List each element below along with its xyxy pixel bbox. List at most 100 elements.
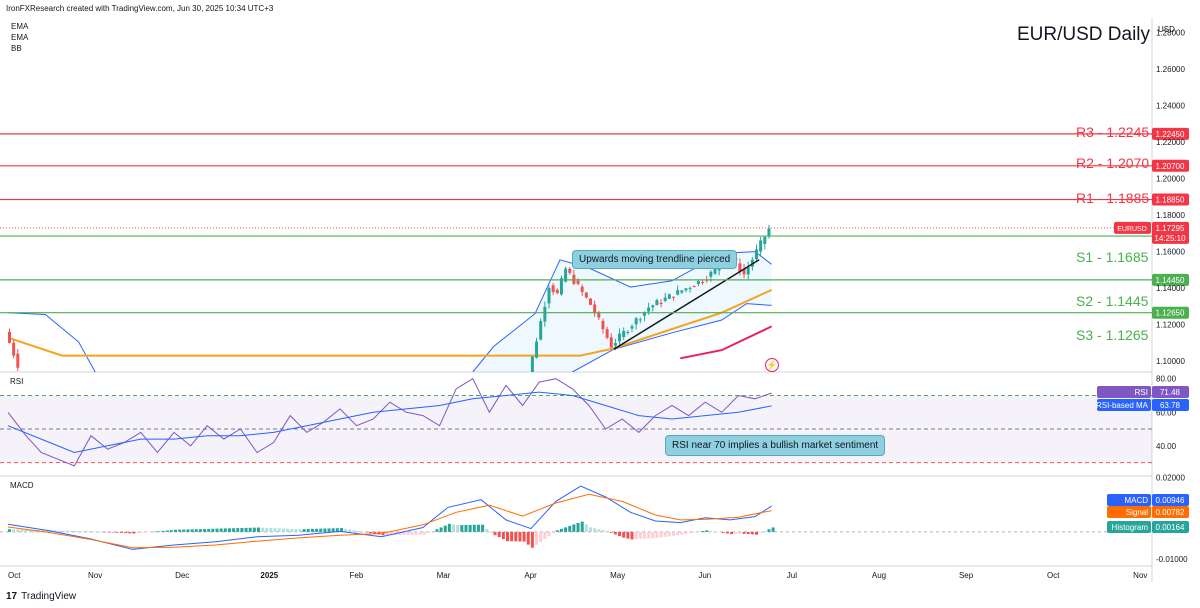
macd-histogram-bar[interactable] xyxy=(103,531,107,533)
macd-histogram-bar[interactable] xyxy=(70,530,74,532)
macd-histogram-bar[interactable] xyxy=(107,531,111,533)
macd-histogram-bar[interactable] xyxy=(398,531,402,535)
macd-histogram-bar[interactable] xyxy=(601,530,605,532)
candle-body[interactable] xyxy=(530,356,534,376)
rsi-ma-line[interactable] xyxy=(7,391,772,454)
candle-body[interactable] xyxy=(634,318,638,325)
candle-body[interactable] xyxy=(618,333,622,342)
macd-histogram-bar[interactable] xyxy=(211,528,215,532)
candle-body[interactable] xyxy=(622,330,626,338)
macd-histogram-bar[interactable] xyxy=(696,531,700,533)
macd-histogram-bar[interactable] xyxy=(642,531,646,539)
macd-histogram-bar[interactable] xyxy=(169,530,173,532)
rsi-pane-label[interactable]: RSI xyxy=(10,377,24,386)
macd-histogram-bar[interactable] xyxy=(323,528,327,532)
macd-histogram-bar[interactable] xyxy=(423,531,426,535)
candle-body[interactable] xyxy=(709,271,713,277)
candle-body[interactable] xyxy=(547,288,551,304)
macd-histogram-bar[interactable] xyxy=(78,531,82,532)
macd-histogram-bar[interactable] xyxy=(443,525,447,532)
candle-body[interactable] xyxy=(659,303,663,305)
indicator-label-ema-1[interactable]: EMA xyxy=(11,22,29,31)
macd-histogram-bar[interactable] xyxy=(265,527,269,532)
macd-histogram-bar[interactable] xyxy=(165,530,169,532)
macd-histogram-bar[interactable] xyxy=(535,531,539,545)
bollinger-lower-line[interactable] xyxy=(572,303,772,372)
macd-histogram-bar[interactable] xyxy=(481,524,485,532)
candle-body[interactable] xyxy=(609,337,613,348)
candle-body[interactable] xyxy=(613,342,617,346)
macd-histogram-bar[interactable] xyxy=(427,531,431,533)
macd-histogram-bar[interactable] xyxy=(281,528,285,532)
macd-histogram-bar[interactable] xyxy=(468,524,472,532)
macd-histogram-bar[interactable] xyxy=(676,531,680,536)
candle-body[interactable] xyxy=(713,268,717,274)
macd-histogram-bar[interactable] xyxy=(626,531,630,539)
candle-body[interactable] xyxy=(12,342,16,356)
macd-histogram-bar[interactable] xyxy=(672,531,675,536)
macd-histogram-bar[interactable] xyxy=(331,528,335,532)
macd-histogram-bar[interactable] xyxy=(746,531,750,535)
macd-histogram-bar[interactable] xyxy=(597,529,601,532)
bollinger-upper-line-early[interactable] xyxy=(7,312,96,372)
main-plot-area[interactable] xyxy=(7,224,773,398)
macd-histogram-bar[interactable] xyxy=(219,528,223,532)
macd-histogram-bar[interactable] xyxy=(352,530,356,532)
macd-histogram-bar[interactable] xyxy=(589,527,592,532)
macd-histogram-bar[interactable] xyxy=(298,529,302,532)
macd-histogram-bar[interactable] xyxy=(439,527,443,532)
macd-histogram-bar[interactable] xyxy=(136,531,140,534)
candle-body[interactable] xyxy=(551,285,555,293)
macd-histogram-bar[interactable] xyxy=(294,529,298,532)
macd-histogram-bar[interactable] xyxy=(364,531,368,533)
macd-histogram-bar[interactable] xyxy=(501,531,505,540)
macd-histogram-bar[interactable] xyxy=(128,531,132,534)
macd-histogram-bar[interactable] xyxy=(568,525,572,532)
lightning-icon[interactable]: ⚡ xyxy=(765,358,779,372)
macd-histogram-bar[interactable] xyxy=(510,531,514,542)
macd-histogram-bar[interactable] xyxy=(178,529,182,532)
macd-histogram-bar[interactable] xyxy=(497,531,501,538)
macd-histogram-bar[interactable] xyxy=(261,527,265,532)
candle-body[interactable] xyxy=(568,268,572,273)
macd-histogram-bar[interactable] xyxy=(269,528,273,532)
rsi-annotation[interactable]: RSI near 70 implies a bullish market sen… xyxy=(665,435,886,456)
candle-body[interactable] xyxy=(527,376,530,393)
macd-histogram-bar[interactable] xyxy=(115,531,119,533)
macd-histogram-bar[interactable] xyxy=(725,531,729,534)
macd-histogram-bar[interactable] xyxy=(638,531,642,539)
macd-histogram-bar[interactable] xyxy=(584,524,588,532)
macd-histogram-bar[interactable] xyxy=(464,524,468,532)
macd-histogram-bar[interactable] xyxy=(91,531,94,532)
macd-histogram-bar[interactable] xyxy=(344,528,348,532)
macd-histogram-bar[interactable] xyxy=(157,531,161,532)
macd-histogram-bar[interactable] xyxy=(738,531,742,534)
macd-histogram-bar[interactable] xyxy=(53,530,57,532)
macd-histogram-bar[interactable] xyxy=(385,531,389,536)
macd-histogram-bar[interactable] xyxy=(8,529,11,532)
macd-histogram-bar[interactable] xyxy=(701,531,705,532)
rsi-line[interactable] xyxy=(7,377,772,467)
macd-histogram-bar[interactable] xyxy=(290,528,294,532)
macd-histogram-bar[interactable] xyxy=(647,531,651,539)
candle-body[interactable] xyxy=(593,304,597,314)
macd-histogram-bar[interactable] xyxy=(335,528,339,532)
candle-body[interactable] xyxy=(655,300,659,306)
candle-body[interactable] xyxy=(738,263,742,272)
macd-histogram-bar[interactable] xyxy=(252,527,256,532)
macd-histogram-bar[interactable] xyxy=(663,531,667,537)
macd-histogram-bar[interactable] xyxy=(373,531,377,534)
candle-body[interactable] xyxy=(759,240,763,252)
macd-histogram-bar[interactable] xyxy=(456,525,460,532)
macd-histogram-bar[interactable] xyxy=(605,531,609,532)
macd-histogram-bar[interactable] xyxy=(45,530,49,532)
candle-body[interactable] xyxy=(696,281,700,285)
macd-histogram-bar[interactable] xyxy=(414,531,418,535)
macd-histogram-bar[interactable] xyxy=(651,531,655,539)
candle-body[interactable] xyxy=(576,280,580,284)
macd-histogram-bar[interactable] xyxy=(551,531,555,534)
trendline-annotation[interactable]: Upwards moving trendline pierced xyxy=(572,250,738,269)
macd-histogram-bar[interactable] xyxy=(613,531,617,535)
macd-histogram-bar[interactable] xyxy=(759,531,763,533)
